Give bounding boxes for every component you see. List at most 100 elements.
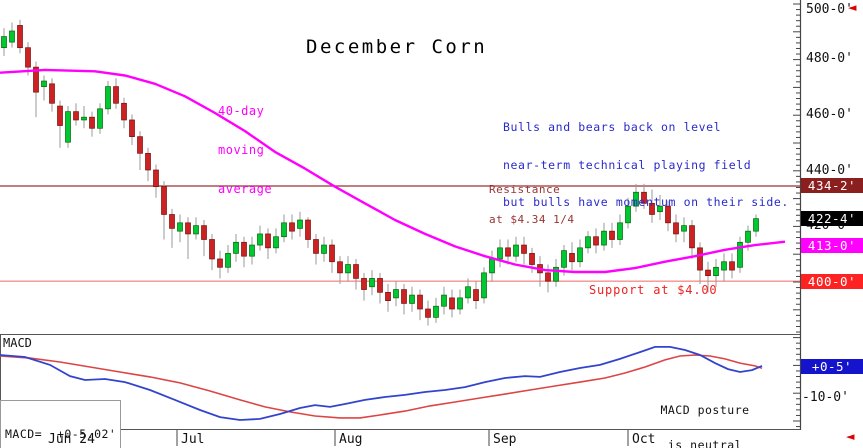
candle-down [449, 297, 455, 310]
candle-down [57, 105, 63, 126]
macd-panel-label: MACD [3, 336, 32, 350]
candle-up [577, 247, 583, 263]
candle-down [329, 244, 335, 263]
candle-down [217, 258, 223, 268]
candle-down [265, 233, 271, 249]
x-axis-month-label: Jun 24 [48, 432, 95, 447]
candle-up [633, 191, 639, 207]
candle-down [361, 278, 367, 290]
candle-down [33, 66, 39, 93]
candle-up [233, 241, 239, 254]
candle-up [393, 289, 399, 299]
candle-down [425, 308, 431, 318]
price-badge: 413-0' [801, 237, 863, 253]
x-axis-month-label: Aug [339, 432, 363, 447]
candle-up [225, 253, 231, 268]
candle-up [721, 261, 727, 271]
candle-down [641, 191, 647, 204]
candle-down [313, 239, 319, 254]
candle-down [201, 225, 207, 240]
candle-down [401, 289, 407, 304]
price-badge: 400-0' [801, 273, 863, 289]
candle-down [593, 236, 599, 246]
macd-value: MACD= +0-5.02' [5, 427, 117, 441]
candle-up [601, 230, 607, 246]
candle-up [193, 225, 199, 235]
candle-down [121, 102, 127, 121]
candle-down [609, 230, 615, 240]
candle-up [625, 205, 631, 224]
candle-down [305, 219, 311, 240]
candle-up [681, 225, 687, 232]
macd-line [0, 345, 763, 421]
ma-annotation-line: moving [218, 143, 265, 157]
candle-up [369, 278, 375, 288]
candle-up [433, 305, 439, 318]
candle-up [657, 205, 663, 213]
macd-posture-annotation: MACD posture is neutral [645, 382, 765, 448]
candle-down [417, 294, 423, 310]
candle-down [241, 241, 247, 257]
candle-up [249, 244, 255, 257]
candle-down [129, 119, 135, 137]
candle-down [25, 47, 31, 68]
candle-down [697, 247, 703, 271]
posture-line-2: is neutral [667, 437, 743, 448]
chart-title: December Corn [306, 36, 488, 58]
candle-up [737, 241, 743, 268]
candle-up [81, 116, 87, 121]
candle-down [137, 136, 143, 154]
candle-up [745, 230, 751, 243]
candle-down [689, 225, 695, 249]
candle-down [505, 247, 511, 257]
price-badge: 422-4' [801, 211, 863, 227]
ma-annotation: 40-day moving average [218, 79, 272, 222]
candle-up [441, 294, 447, 307]
macd-axis-label: -10-0' [802, 389, 849, 405]
candle-down [673, 222, 679, 235]
candle-down [473, 289, 479, 302]
candle-down [337, 261, 343, 274]
scroll-left-arrow-icon[interactable]: ◄ [848, 1, 857, 14]
x-axis-month-label: Jul [181, 432, 205, 447]
candle-down [113, 86, 119, 104]
candle-up [273, 236, 279, 249]
candle-down [649, 203, 655, 215]
candle-down [153, 169, 159, 188]
y-axis-label: 460-0' [806, 106, 853, 122]
y-axis-label: 500-0' [806, 1, 853, 17]
candle-down [521, 244, 527, 254]
support-annotation: Support at $4.00 [589, 283, 718, 297]
candle-up [41, 80, 47, 87]
candle-up [553, 266, 559, 282]
candle-up [321, 244, 327, 254]
resistance-annotation: Resistance at $4.34 1/4 [489, 165, 574, 245]
x-axis-month-label: Sep [493, 432, 517, 447]
candle-down [73, 111, 79, 121]
y-axis-label: 440-0' [806, 162, 853, 178]
price-badge: 434-2' [801, 178, 863, 194]
candle-up [457, 297, 463, 310]
candle-up [257, 233, 263, 246]
candle-up [713, 266, 719, 276]
commentary-line: near-term technical playing field [503, 157, 752, 172]
candle-down [89, 116, 95, 129]
commentary-line: but bulls have momentum on their side. [503, 195, 789, 209]
market-commentary: Bulls and bears back on level near-term … [503, 96, 789, 234]
macd-signal-line [0, 354, 763, 419]
candle-down [49, 83, 55, 104]
candle-up [561, 250, 567, 268]
candle-down [145, 152, 151, 171]
scroll-left-arrow-icon[interactable]: ◄ [846, 430, 855, 443]
candle-down [353, 264, 359, 279]
candle-up [585, 236, 591, 249]
candle-down [705, 269, 711, 276]
candle-up [177, 222, 183, 232]
candle-down [289, 222, 295, 232]
candle-up [65, 111, 71, 143]
candle-down [385, 291, 391, 302]
candle-up [481, 272, 487, 299]
candle-up [97, 108, 103, 129]
